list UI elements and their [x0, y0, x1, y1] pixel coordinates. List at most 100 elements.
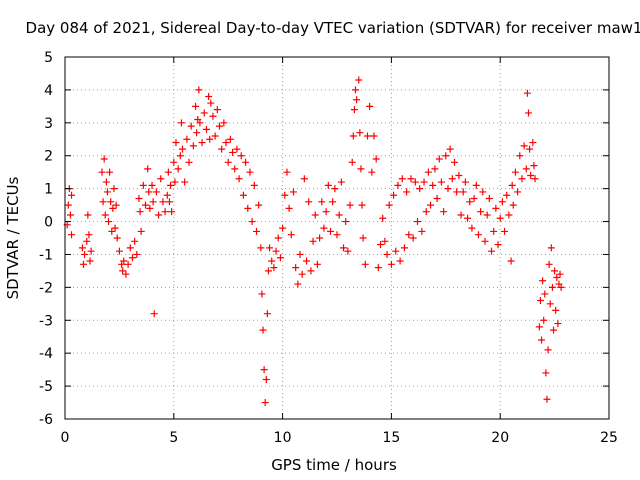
data-point: [218, 145, 226, 153]
data-point: [270, 264, 278, 272]
data-point: [322, 208, 330, 216]
data-point: [361, 260, 369, 268]
data-point: [146, 204, 154, 212]
data-point: [545, 260, 553, 268]
data-point: [431, 165, 439, 173]
axis-ticks: 0 5 10 15 20 25 -6 -5 -4 -3 -2 -1 0 1 2 3 4 5: [39, 50, 618, 446]
data-point: [355, 76, 363, 84]
data-points: [63, 76, 565, 407]
y-tick-label: -1: [39, 247, 53, 263]
y-tick-label: -2: [39, 280, 53, 296]
data-point: [368, 168, 376, 176]
data-point: [85, 231, 93, 239]
data-point: [377, 241, 385, 249]
data-point: [274, 234, 282, 242]
y-tick-label: -3: [39, 313, 53, 329]
data-point: [294, 280, 302, 288]
data-point: [246, 168, 254, 176]
data-point: [110, 185, 118, 193]
data-point: [122, 270, 130, 278]
data-point: [287, 231, 295, 239]
data-point: [351, 86, 359, 94]
data-point: [119, 267, 127, 275]
data-point: [174, 165, 182, 173]
data-point: [313, 260, 321, 268]
data-point: [202, 125, 210, 133]
x-tick-label: 0: [61, 430, 70, 446]
data-point: [311, 211, 319, 219]
data-point: [296, 250, 304, 258]
data-point: [185, 158, 193, 166]
chart-title: Day 084 of 2021, Sidereal Day-to-day VTE…: [26, 19, 640, 37]
data-point: [68, 231, 76, 239]
y-tick-label: 5: [44, 50, 53, 66]
data-point: [128, 254, 136, 262]
data-point: [309, 237, 317, 245]
data-point: [490, 227, 498, 235]
data-point: [326, 227, 334, 235]
data-point: [483, 211, 491, 219]
data-point: [305, 198, 313, 206]
data-point: [503, 191, 511, 199]
data-point: [83, 237, 91, 245]
data-point: [79, 260, 87, 268]
data-point: [422, 208, 430, 216]
data-point: [260, 366, 268, 374]
y-tick-label: 0: [44, 215, 53, 231]
data-point: [448, 175, 456, 183]
data-point: [172, 139, 180, 147]
data-point: [320, 224, 328, 232]
data-point: [396, 257, 404, 265]
data-point: [550, 326, 558, 334]
data-point: [126, 244, 134, 252]
data-point: [292, 264, 300, 272]
data-point: [107, 198, 115, 206]
y-tick-label: 2: [44, 149, 53, 165]
data-point: [357, 165, 365, 173]
data-point: [472, 181, 480, 189]
data-point: [259, 326, 267, 334]
data-point: [546, 300, 554, 308]
data-point: [540, 316, 548, 324]
data-point: [266, 244, 274, 252]
data-point: [289, 188, 297, 196]
data-point: [283, 168, 291, 176]
data-point: [285, 204, 293, 212]
data-point: [468, 224, 476, 232]
data-point: [233, 145, 241, 153]
data-point: [209, 112, 217, 120]
data-point: [120, 257, 128, 265]
data-point: [150, 310, 158, 318]
data-point: [106, 168, 114, 176]
data-point: [494, 241, 502, 249]
data-point: [211, 132, 219, 140]
data-point: [324, 181, 332, 189]
data-point: [98, 168, 106, 176]
data-point: [144, 165, 152, 173]
data-point: [303, 257, 311, 265]
data-point: [514, 188, 522, 196]
data-point: [262, 376, 270, 384]
data-point: [464, 214, 472, 222]
data-point: [103, 188, 111, 196]
data-point: [148, 181, 156, 189]
data-point: [195, 86, 203, 94]
data-point: [455, 171, 463, 179]
data-point: [446, 145, 454, 153]
data-point: [108, 227, 116, 235]
data-point: [353, 96, 361, 104]
data-point: [405, 231, 413, 239]
data-point: [257, 244, 265, 252]
data-point: [433, 195, 441, 203]
data-point: [400, 244, 408, 252]
data-point: [193, 129, 201, 137]
data-point: [544, 346, 552, 354]
data-point: [157, 175, 165, 183]
data-point: [329, 198, 337, 206]
data-point: [535, 323, 543, 331]
data-point: [244, 204, 252, 212]
data-point: [263, 310, 271, 318]
data-point: [139, 181, 147, 189]
data-point: [424, 168, 432, 176]
data-point: [381, 237, 389, 245]
